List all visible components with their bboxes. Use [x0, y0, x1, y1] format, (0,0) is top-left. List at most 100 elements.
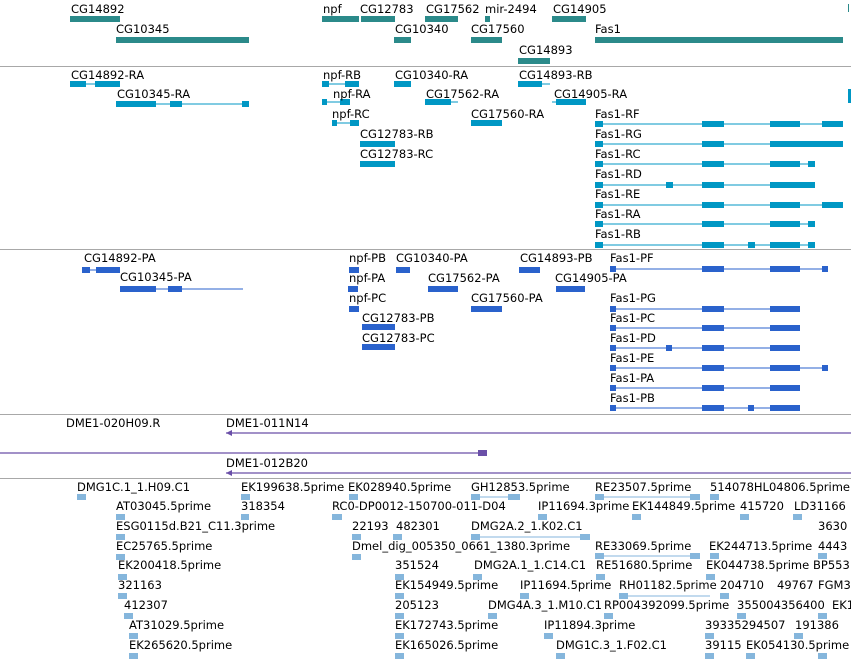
- protein-feature[interactable]: [348, 286, 358, 292]
- est-feature[interactable]: [710, 494, 719, 500]
- transcript-feature[interactable]: [595, 221, 815, 227]
- est-label[interactable]: EK265620.5prime: [129, 638, 233, 652]
- transcript-feature[interactable]: [552, 99, 586, 105]
- est-label[interactable]: AT03045.5prime: [116, 499, 212, 513]
- clone-label[interactable]: DME1-012B20: [226, 456, 308, 470]
- est-label[interactable]: RC0-DP0012-150700-011-D04: [332, 499, 506, 513]
- est-label[interactable]: EK165026.5prime: [395, 638, 499, 652]
- transcript-label[interactable]: Fas1-RB: [595, 227, 641, 241]
- est-feature[interactable]: [395, 653, 404, 659]
- est-feature[interactable]: [740, 514, 749, 520]
- transcript-label[interactable]: CG14892-RA: [71, 68, 145, 82]
- protein-feature[interactable]: [556, 286, 585, 292]
- clone-feature[interactable]: [226, 470, 851, 476]
- gene-feature[interactable]: [595, 37, 843, 43]
- gene-feature[interactable]: [394, 37, 411, 43]
- est-label[interactable]: EK028940.5prime: [348, 480, 452, 494]
- protein-label[interactable]: CG17562-PA: [428, 271, 500, 285]
- est-label[interactable]: 3630: [818, 519, 848, 533]
- est-label[interactable]: DMG2A.2_1.K02.C1: [471, 519, 583, 533]
- gene-label[interactable]: Fas1: [595, 22, 621, 36]
- transcript-feature[interactable]: [595, 121, 843, 127]
- transcript-label[interactable]: npf-RA: [333, 87, 371, 101]
- est-label[interactable]: 205123: [395, 598, 439, 612]
- gene-label[interactable]: CG10345: [116, 22, 170, 36]
- est-feature[interactable]: [77, 494, 86, 500]
- protein-feature[interactable]: [349, 267, 359, 273]
- est-feature[interactable]: [632, 514, 641, 520]
- est-label[interactable]: RE33069.5prime: [595, 539, 692, 553]
- est-feature[interactable]: [710, 553, 719, 559]
- protein-label[interactable]: Fas1-PD: [610, 331, 656, 345]
- est-label[interactable]: 351524: [395, 558, 439, 572]
- est-feature[interactable]: [705, 633, 714, 639]
- est-feature[interactable]: [118, 593, 127, 599]
- gene-label[interactable]: CG14892: [71, 2, 125, 16]
- est-feature[interactable]: [352, 534, 361, 540]
- gene-feature[interactable]: [471, 37, 502, 43]
- transcript-feature[interactable]: [394, 81, 411, 87]
- transcript-feature[interactable]: [70, 81, 120, 87]
- est-feature[interactable]: [471, 534, 590, 540]
- protein-label[interactable]: npf-PB: [349, 251, 386, 265]
- est-label[interactable]: Dmel_dig_005350_0661_1380.3prime: [352, 539, 571, 553]
- est-feature[interactable]: [395, 633, 404, 639]
- est-feature[interactable]: [604, 613, 613, 619]
- est-feature[interactable]: [393, 534, 402, 540]
- protein-feature[interactable]: [610, 365, 828, 371]
- est-feature[interactable]: [241, 514, 249, 520]
- est-feature[interactable]: [395, 574, 404, 580]
- est-feature[interactable]: [746, 653, 755, 659]
- est-label[interactable]: IP11694.5prime: [520, 578, 612, 592]
- protein-feature[interactable]: [362, 324, 395, 330]
- est-label[interactable]: EK144849.5prime: [632, 499, 736, 513]
- est-feature[interactable]: [706, 574, 715, 580]
- est-feature[interactable]: [794, 633, 803, 639]
- clone-label[interactable]: DME1-020H09.R: [66, 416, 161, 430]
- est-label[interactable]: 355004356400: [737, 598, 825, 612]
- protein-label[interactable]: npf-PC: [349, 291, 387, 305]
- clone-label[interactable]: DME1-011N14: [226, 416, 309, 430]
- est-feature[interactable]: [818, 553, 827, 559]
- est-label[interactable]: EK1: [832, 598, 851, 612]
- protein-feature[interactable]: [610, 405, 800, 411]
- protein-feature[interactable]: [82, 267, 120, 273]
- transcript-label[interactable]: Fas1-RD: [595, 167, 642, 181]
- protein-label[interactable]: Fas1-PC: [610, 311, 656, 325]
- est-feature[interactable]: [352, 554, 361, 560]
- est-label[interactable]: EK154949.5prime: [395, 578, 499, 592]
- clone-feature[interactable]: [226, 430, 851, 436]
- est-label[interactable]: ESG0115d.B21_C11.3prime: [116, 519, 276, 533]
- est-feature[interactable]: [619, 593, 710, 599]
- transcript-label[interactable]: npf-RC: [332, 107, 370, 121]
- est-label[interactable]: GH12853.5prime: [471, 480, 570, 494]
- est-label[interactable]: 191386: [795, 618, 839, 632]
- protein-label[interactable]: CG12783-PC: [362, 331, 435, 345]
- est-feature[interactable]: [332, 514, 342, 520]
- est-feature[interactable]: [395, 593, 404, 599]
- est-feature[interactable]: [705, 653, 714, 659]
- transcript-label[interactable]: CG10345-RA: [117, 87, 191, 101]
- gene-feature[interactable]: [518, 58, 550, 64]
- transcript-label[interactable]: Fas1-RG: [595, 127, 642, 141]
- protein-label[interactable]: Fas1-PB: [610, 391, 655, 405]
- transcript-label[interactable]: CG17560-RA: [471, 107, 545, 121]
- protein-label[interactable]: CG14892-PA: [84, 251, 156, 265]
- transcript-label[interactable]: CG10340-RA: [395, 68, 469, 82]
- gene-feature[interactable]: [485, 16, 490, 22]
- est-label[interactable]: 49767: [777, 578, 814, 592]
- est-feature[interactable]: [241, 494, 250, 500]
- est-label[interactable]: 412307: [124, 598, 168, 612]
- protein-feature[interactable]: [610, 325, 800, 331]
- transcript-feature[interactable]: [595, 141, 843, 147]
- protein-label[interactable]: Fas1-PE: [610, 351, 655, 365]
- est-label[interactable]: BP553: [813, 558, 850, 572]
- est-label[interactable]: 415720: [740, 499, 784, 513]
- transcript-feature[interactable]: [471, 120, 502, 126]
- transcript-feature[interactable]: [322, 81, 359, 87]
- est-feature[interactable]: [395, 613, 404, 619]
- protein-label[interactable]: CG10345-PA: [120, 270, 192, 284]
- protein-label[interactable]: CG14893-PB: [520, 251, 593, 265]
- est-label[interactable]: 318354: [241, 499, 285, 513]
